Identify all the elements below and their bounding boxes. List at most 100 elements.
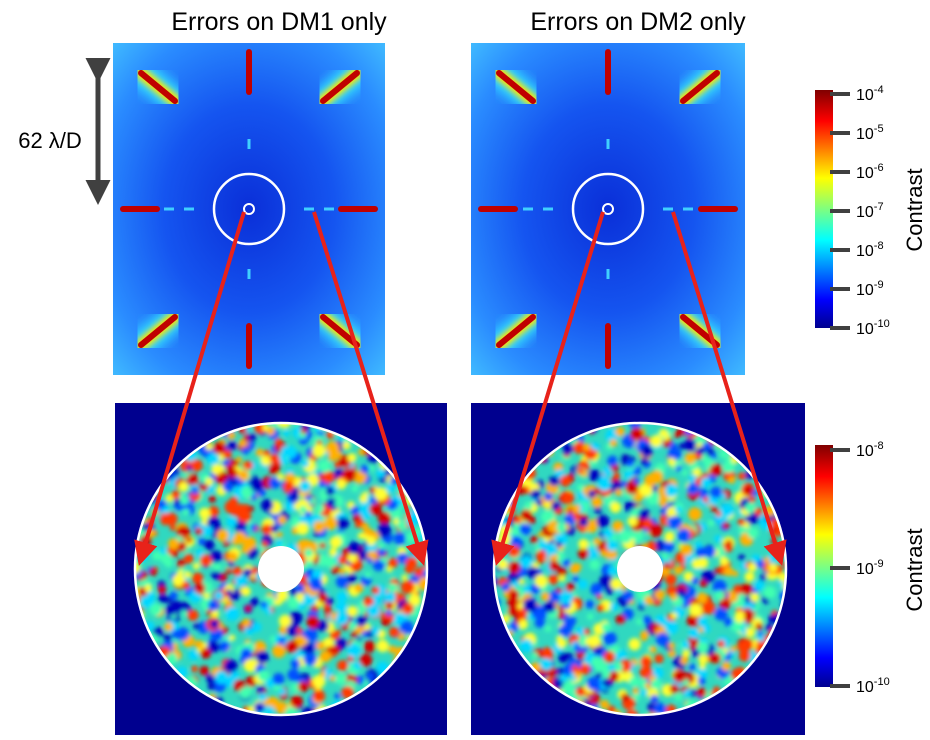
- speckle: [284, 445, 297, 459]
- speckle: [207, 505, 220, 518]
- speckle: [583, 443, 591, 451]
- speckle: [697, 616, 708, 627]
- speckle: [193, 623, 200, 630]
- speckle: [696, 446, 705, 455]
- tick-exponent: -7: [874, 201, 884, 213]
- speckle: [328, 547, 338, 557]
- speckle: [210, 619, 219, 629]
- speckle: [540, 658, 553, 671]
- speckle: [258, 692, 267, 702]
- speckle: [238, 469, 250, 481]
- speckle: [323, 516, 338, 531]
- speckle: [181, 581, 190, 590]
- speckle: [721, 661, 731, 671]
- tick-exponent: -9: [874, 279, 884, 291]
- speckle: [654, 654, 664, 664]
- speckle: [725, 540, 733, 547]
- speckle: [282, 480, 294, 493]
- speckle: [642, 615, 652, 625]
- speckle: [388, 645, 397, 654]
- speckle: [187, 609, 199, 621]
- speckle: [384, 591, 396, 604]
- speckle: [300, 427, 307, 434]
- speckle: [596, 514, 610, 528]
- tick-base: 10: [856, 126, 874, 143]
- speckle: [681, 640, 690, 649]
- speckle: [595, 672, 603, 679]
- speckle: [593, 537, 601, 545]
- speckle: [372, 559, 385, 571]
- speckle: [754, 507, 763, 516]
- speckle: [763, 556, 770, 564]
- speckle: [316, 553, 329, 567]
- speckle: [548, 590, 562, 604]
- speckle: [622, 608, 634, 620]
- speckle: [271, 644, 286, 658]
- tick-base: 10: [856, 321, 874, 338]
- speckle: [523, 598, 537, 613]
- speckle: [744, 502, 756, 514]
- focal-plane-image: [468, 39, 748, 379]
- speckle: [224, 659, 238, 673]
- speckle: [750, 592, 760, 602]
- speckle: [664, 531, 675, 542]
- speckle-lobe: [138, 70, 178, 104]
- speckle: [677, 528, 691, 542]
- speckle: [654, 588, 666, 600]
- speckle: [333, 645, 341, 653]
- speckle: [325, 486, 335, 496]
- speckle: [214, 670, 229, 685]
- speckle: [336, 591, 348, 603]
- speckle: [161, 518, 169, 526]
- speckle: [644, 473, 657, 487]
- colorbar-tick-label: 10-10: [856, 318, 890, 338]
- speckle: [315, 641, 325, 651]
- speckle: [191, 572, 204, 584]
- speckle: [388, 626, 400, 638]
- speckle: [225, 606, 240, 621]
- speckle: [329, 535, 342, 549]
- speckle: [240, 486, 254, 499]
- top-images: [110, 39, 748, 379]
- speckle: [680, 543, 693, 556]
- speckle: [662, 540, 674, 553]
- speckle: [674, 693, 683, 702]
- speckle: [579, 517, 589, 528]
- speckle: [618, 530, 633, 544]
- speckle: [607, 566, 618, 576]
- speckle: [548, 475, 560, 487]
- speckle: [601, 622, 612, 633]
- speckle: [171, 630, 180, 639]
- speckle: [232, 566, 243, 577]
- colorbar: [815, 90, 833, 328]
- speckle: [518, 619, 529, 630]
- speckle: [206, 609, 213, 616]
- speckle: [566, 652, 574, 660]
- speckle: [738, 554, 745, 561]
- speckle: [270, 524, 278, 533]
- speckle: [582, 628, 591, 636]
- speckle: [247, 433, 257, 442]
- speckle: [668, 515, 682, 530]
- speckle: [519, 639, 533, 653]
- speckle: [732, 570, 739, 577]
- speckle: [190, 459, 203, 472]
- speckle: [335, 601, 347, 613]
- speckle: [198, 507, 211, 520]
- speckle: [707, 518, 716, 527]
- speckle: [159, 547, 167, 555]
- speckle: [299, 480, 311, 493]
- speckle: [702, 496, 709, 503]
- speckle: [666, 506, 678, 518]
- speckle: [599, 699, 610, 710]
- speckle: [691, 577, 699, 585]
- colorbar-tick-label: 10-9: [856, 558, 884, 578]
- tick-base: 10: [856, 243, 874, 260]
- speckle: [609, 439, 618, 447]
- speckle: [699, 662, 706, 670]
- speckle: [759, 574, 766, 582]
- speckle: [515, 517, 522, 524]
- speckle: [176, 559, 186, 569]
- colorbar-label: Contrast: [902, 528, 927, 611]
- speckle: [209, 550, 223, 563]
